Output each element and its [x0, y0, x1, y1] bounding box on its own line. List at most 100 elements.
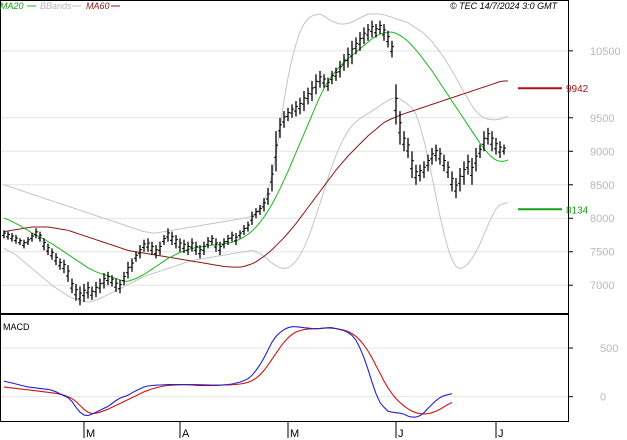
ohlc-bar: [418, 164, 422, 182]
ohlc-bar: [226, 234, 230, 246]
ohlc-bar: [254, 208, 258, 219]
ohlc-bar: [274, 131, 278, 172]
ohlc-bar: [26, 236, 30, 246]
level-markers: 9942 8134: [518, 84, 589, 216]
ohlc-bar: [210, 234, 214, 246]
ohlc-bar: [266, 188, 270, 205]
ohlc-bar: [258, 204, 262, 215]
ohlc-bar: [270, 164, 274, 192]
price-axis-label: 7000: [590, 280, 614, 292]
ohlc-bar: [290, 104, 294, 118]
grid: [1, 50, 568, 398]
ohlc-bar: [2, 230, 6, 239]
ohlc-bar: [30, 232, 34, 242]
ohlc-bar: [118, 279, 122, 294]
ohlc-bar: [14, 234, 18, 244]
ohlc-bar: [318, 70, 322, 88]
time-axis-label: J: [498, 428, 504, 440]
ohlc-bar: [342, 54, 346, 71]
ohlc-bar: [414, 164, 418, 185]
ohlc-bar: [182, 239, 186, 254]
ohlc-bar: [458, 168, 462, 192]
ohlc-bar: [166, 228, 170, 242]
ohlc-bar: [138, 245, 142, 259]
bollinger-lower-line: [3, 97, 509, 303]
ohlc-bar: [450, 171, 454, 192]
ohlc-bar: [110, 275, 114, 287]
ohlc-bar: [350, 40, 354, 65]
ohlc-bar: [66, 265, 70, 282]
ohlc-bar: [386, 30, 390, 48]
price-axis-label: 9500: [590, 113, 614, 125]
ohlc-bar: [74, 283, 78, 301]
ohlc-bar: [330, 70, 334, 85]
ohlc-bar: [322, 74, 326, 88]
time-axis-label: M: [86, 428, 95, 440]
ohlc-bar: [394, 84, 398, 125]
legend-ma60-label: MA60: [86, 1, 110, 11]
ohlc-bar: [494, 137, 498, 155]
price-axis-label: 9000: [590, 146, 614, 158]
price-axis-label: 8000: [590, 213, 614, 225]
price-axis-label: 10500: [590, 46, 621, 58]
bollinger-upper-line: [3, 13, 509, 234]
ohlc-bar: [374, 24, 378, 38]
ohlc-bar: [370, 20, 374, 38]
ohlc-bar: [62, 259, 66, 274]
ohlc-bar: [106, 271, 110, 286]
ohlc-bar: [478, 144, 482, 158]
ohlc-bars: [2, 20, 506, 306]
ohlc-bar: [134, 251, 138, 262]
legend-bbands-label: BBands: [40, 1, 72, 11]
ohlc-bar: [58, 258, 62, 270]
level-label: 8134: [566, 205, 589, 216]
ohlc-bar: [222, 238, 226, 249]
ohlc-bar: [102, 273, 106, 289]
ohlc-bar: [338, 60, 342, 78]
ohlc-bar: [294, 101, 298, 117]
ohlc-bar: [50, 248, 54, 260]
ohlc-bar: [154, 245, 158, 259]
ohlc-bar: [6, 231, 10, 240]
ohlc-bar: [366, 24, 370, 41]
ohlc-bar: [46, 243, 50, 256]
macd-panel-border: [0, 314, 569, 422]
ohlc-bar: [178, 238, 182, 252]
legend: MA20 BBands MA60 © TEC 14/7/2024 3:0 GMT: [0, 1, 559, 11]
ohlc-bar: [474, 147, 478, 172]
ohlc-bar: [402, 131, 406, 152]
time-axis-label: M: [290, 428, 299, 440]
ohlc-bar: [42, 238, 46, 251]
ohlc-bar: [94, 281, 98, 298]
ohlc-bar: [250, 211, 254, 225]
ohlc-bar: [54, 253, 58, 266]
ohlc-bar: [190, 238, 194, 252]
ohlc-bar: [282, 111, 286, 128]
ohlc-bar: [306, 87, 310, 105]
ohlc-bar: [438, 147, 442, 165]
ohlc-bar: [482, 131, 486, 152]
ohlc-bar: [426, 154, 430, 172]
ohlc-bar: [422, 161, 426, 179]
ohlc-bar: [198, 245, 202, 259]
ohlc-bar: [34, 228, 38, 239]
ohlc-bar: [362, 27, 366, 45]
ohlc-bar: [82, 283, 86, 302]
ohlc-bar: [158, 241, 162, 256]
ohlc-bar: [22, 239, 26, 249]
ohlc-bar: [410, 151, 414, 179]
macd-panel-title: MACD: [3, 322, 30, 332]
ohlc-bar: [162, 234, 166, 246]
ohlc-bar: [238, 230, 242, 239]
ohlc-bar: [122, 271, 126, 286]
price-panel-border: [0, 0, 569, 314]
ohlc-bar: [278, 117, 282, 138]
macd-line: [3, 326, 453, 418]
macd-lines: [3, 326, 453, 418]
price-axis: 10500 9500 9000 8500 8000 7500 7000 500 0: [568, 46, 621, 404]
ohlc-bar: [454, 178, 458, 199]
ohlc-bar: [434, 144, 438, 162]
